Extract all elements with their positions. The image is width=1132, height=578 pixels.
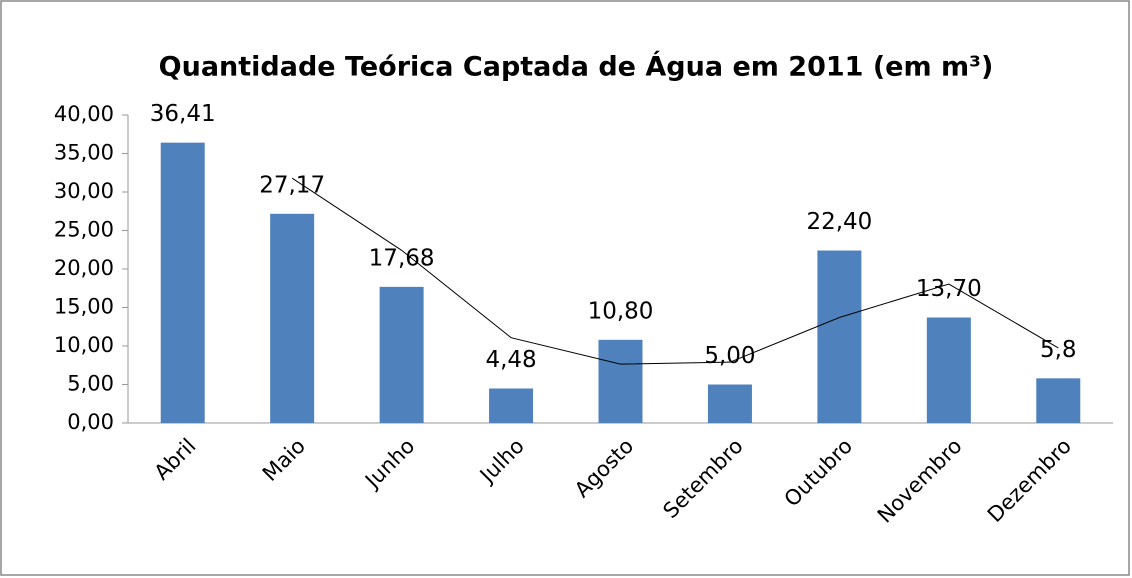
chart-title: Quantidade Teórica Captada de Água em 20… xyxy=(159,51,994,83)
data-label: 22,40 xyxy=(806,209,872,235)
y-tick-label: 35,00 xyxy=(54,141,114,165)
data-label: 13,70 xyxy=(916,276,982,302)
bar xyxy=(1036,378,1081,423)
bar xyxy=(926,317,971,423)
trend-line xyxy=(291,177,1059,365)
y-tick-label: 30,00 xyxy=(54,179,114,203)
data-label: 36,41 xyxy=(150,101,216,127)
data-label: 5,00 xyxy=(704,343,755,369)
data-label: 10,80 xyxy=(588,298,654,324)
data-label: 4,48 xyxy=(485,347,536,373)
data-label: 17,68 xyxy=(369,245,435,271)
bar xyxy=(489,388,534,423)
y-tick-label: 5,00 xyxy=(67,372,114,396)
y-tick-label: 40,00 xyxy=(54,102,114,126)
bar xyxy=(379,286,424,423)
y-tick-label: 0,00 xyxy=(67,410,114,434)
bar xyxy=(817,250,862,423)
y-tick-label: 10,00 xyxy=(54,333,114,357)
y-tick-label: 15,00 xyxy=(54,295,114,319)
data-label: 27,17 xyxy=(259,172,325,198)
bar xyxy=(598,339,643,423)
bar xyxy=(707,384,752,423)
bar xyxy=(270,213,315,423)
y-tick-label: 25,00 xyxy=(54,218,114,242)
bar xyxy=(160,142,205,423)
y-tick-label: 20,00 xyxy=(54,256,114,280)
